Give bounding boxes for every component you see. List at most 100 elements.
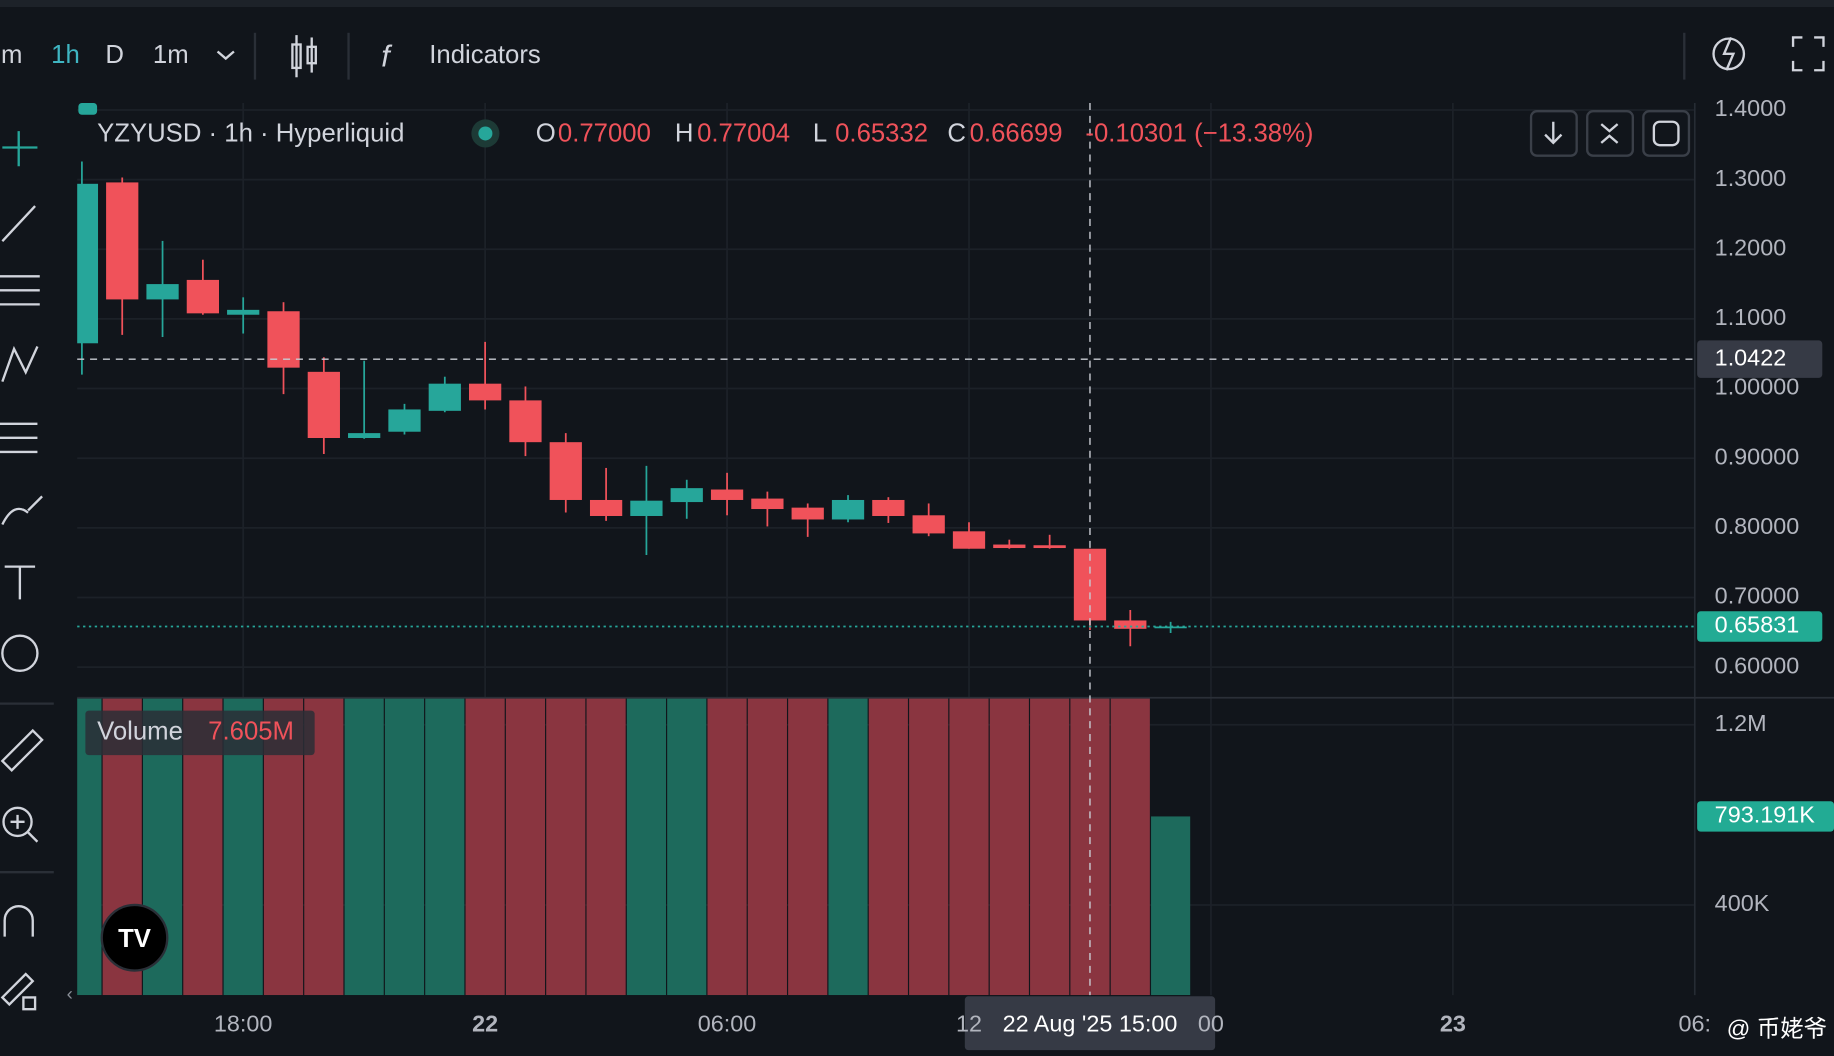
indicators-icon[interactable]: f bbox=[381, 40, 393, 74]
y-tick-label: 1.00000 bbox=[1715, 374, 1800, 400]
volume-bar bbox=[707, 697, 747, 996]
candle-body bbox=[509, 400, 542, 443]
candle-body bbox=[549, 442, 582, 500]
volume-bar bbox=[868, 697, 908, 996]
logo[interactable] bbox=[100, 903, 169, 972]
logo-text: TV bbox=[118, 925, 151, 953]
volume-bar bbox=[788, 697, 828, 996]
candle-body bbox=[106, 182, 139, 300]
y-tick-label: 0.90000 bbox=[1715, 443, 1800, 469]
x-tick-label: 12 bbox=[956, 1011, 982, 1037]
dropdown-icon[interactable] bbox=[216, 50, 235, 61]
trend-line-tool[interactable] bbox=[1, 205, 36, 242]
pane-buttons bbox=[1529, 110, 1691, 157]
ohlc-key: H bbox=[675, 119, 694, 147]
collapse-button[interactable] bbox=[1586, 110, 1634, 157]
last-price-label: 0.65831 bbox=[1715, 612, 1800, 638]
emoji-tool[interactable] bbox=[1, 634, 39, 672]
indicators-button[interactable]: Indicators bbox=[429, 41, 541, 69]
pattern-tool[interactable] bbox=[1, 345, 39, 383]
x-tick-label: 06:00 bbox=[698, 1011, 757, 1037]
interval[interactable]: D bbox=[105, 41, 124, 69]
volume-bar bbox=[586, 697, 626, 996]
y-tick-label: 1.2000 bbox=[1715, 234, 1787, 260]
y-tick-label: 1.1000 bbox=[1715, 304, 1787, 330]
price-pane bbox=[77, 161, 1187, 647]
crosshair-tool[interactable] bbox=[2, 131, 38, 167]
candle-body bbox=[1114, 620, 1147, 629]
volume-bar bbox=[1030, 697, 1070, 996]
magnet-tool[interactable] bbox=[3, 905, 34, 937]
volume-bar bbox=[465, 697, 505, 996]
interval[interactable]: m bbox=[1, 41, 22, 69]
volume-bar bbox=[344, 697, 384, 996]
candle-body bbox=[670, 488, 703, 503]
ohlc-value: 0.66699 bbox=[970, 119, 1063, 147]
candle-body bbox=[227, 309, 260, 315]
arrow-icon bbox=[1544, 121, 1563, 145]
candle-body bbox=[186, 279, 219, 314]
toolbar: m 1h D 1m f Indicators bbox=[1, 32, 1825, 80]
symbol-title: YZYUSD · 1h · Hyperliquid bbox=[97, 119, 404, 147]
crosshair-price-label: 1.0422 bbox=[1715, 344, 1787, 370]
status-dot bbox=[478, 126, 493, 141]
y-tick-label: 1.2M bbox=[1715, 710, 1767, 736]
maximize-button[interactable] bbox=[1642, 110, 1691, 157]
y-tick-label: 0.60000 bbox=[1715, 652, 1800, 678]
candle-body bbox=[388, 409, 421, 432]
text-tool[interactable] bbox=[4, 565, 36, 600]
ohlc-value: 0.77004 bbox=[697, 119, 790, 147]
candle-body bbox=[348, 433, 381, 438]
interval[interactable]: 1h bbox=[51, 41, 80, 69]
candle-type-icon[interactable] bbox=[291, 35, 317, 78]
candle-body bbox=[831, 499, 865, 520]
volume-bar bbox=[909, 697, 949, 996]
replay-icon[interactable] bbox=[1712, 37, 1746, 71]
fullscreen-icon[interactable] bbox=[1791, 36, 1825, 72]
volume-bar bbox=[626, 697, 666, 996]
collapse-icon bbox=[1600, 123, 1619, 144]
y-tick-label: 0.80000 bbox=[1715, 513, 1800, 539]
last-volume-label: 793.191K bbox=[1715, 802, 1816, 828]
forecast-tool[interactable] bbox=[0, 422, 38, 454]
zoom-tool[interactable] bbox=[2, 806, 39, 843]
candle-body bbox=[468, 383, 502, 401]
interval[interactable]: 1m bbox=[153, 41, 189, 69]
brush-tool[interactable] bbox=[1, 495, 43, 526]
ohlc-key: L bbox=[813, 119, 827, 147]
volume-bar bbox=[667, 697, 707, 996]
y-tick-label: 400K bbox=[1715, 890, 1770, 916]
volume-bar bbox=[223, 697, 263, 996]
fib-tool[interactable] bbox=[0, 275, 40, 306]
y-tick-label: 1.4000 bbox=[1715, 95, 1787, 121]
last-volume-badge bbox=[1697, 801, 1834, 832]
scroll-down-button[interactable] bbox=[1529, 110, 1578, 157]
x-tick-label: 06: bbox=[1679, 1011, 1712, 1037]
ohlc-value: 0.77000 bbox=[558, 119, 651, 147]
volume-bar bbox=[384, 697, 425, 996]
crosshair-time-label: 22 Aug '25 15:00 bbox=[1003, 1011, 1178, 1037]
lock-tool[interactable] bbox=[0, 972, 37, 1011]
candle-body bbox=[267, 311, 300, 368]
x-tick-label: 22 bbox=[472, 1011, 498, 1037]
candle-body bbox=[872, 499, 905, 516]
candle-body bbox=[146, 284, 179, 300]
ohlc-value: 0.65332 bbox=[835, 119, 928, 147]
top-border bbox=[0, 0, 1834, 8]
ohlc-key: C bbox=[947, 119, 966, 147]
volume-bar bbox=[1110, 697, 1150, 996]
scroll-left[interactable]: ‹ bbox=[67, 983, 73, 1004]
candle-body bbox=[952, 531, 986, 549]
ohlc-key: O bbox=[536, 119, 556, 147]
candle-body bbox=[589, 499, 623, 516]
y-tick-label: 0.70000 bbox=[1715, 583, 1800, 609]
candle-body bbox=[307, 371, 340, 438]
candle-body bbox=[428, 383, 461, 411]
crosshair-price-badge bbox=[1697, 340, 1823, 378]
volume-value: 7.605M bbox=[208, 718, 294, 746]
ruler-tool[interactable] bbox=[0, 728, 44, 772]
candle-body bbox=[791, 507, 824, 520]
volume-bar bbox=[828, 697, 868, 996]
